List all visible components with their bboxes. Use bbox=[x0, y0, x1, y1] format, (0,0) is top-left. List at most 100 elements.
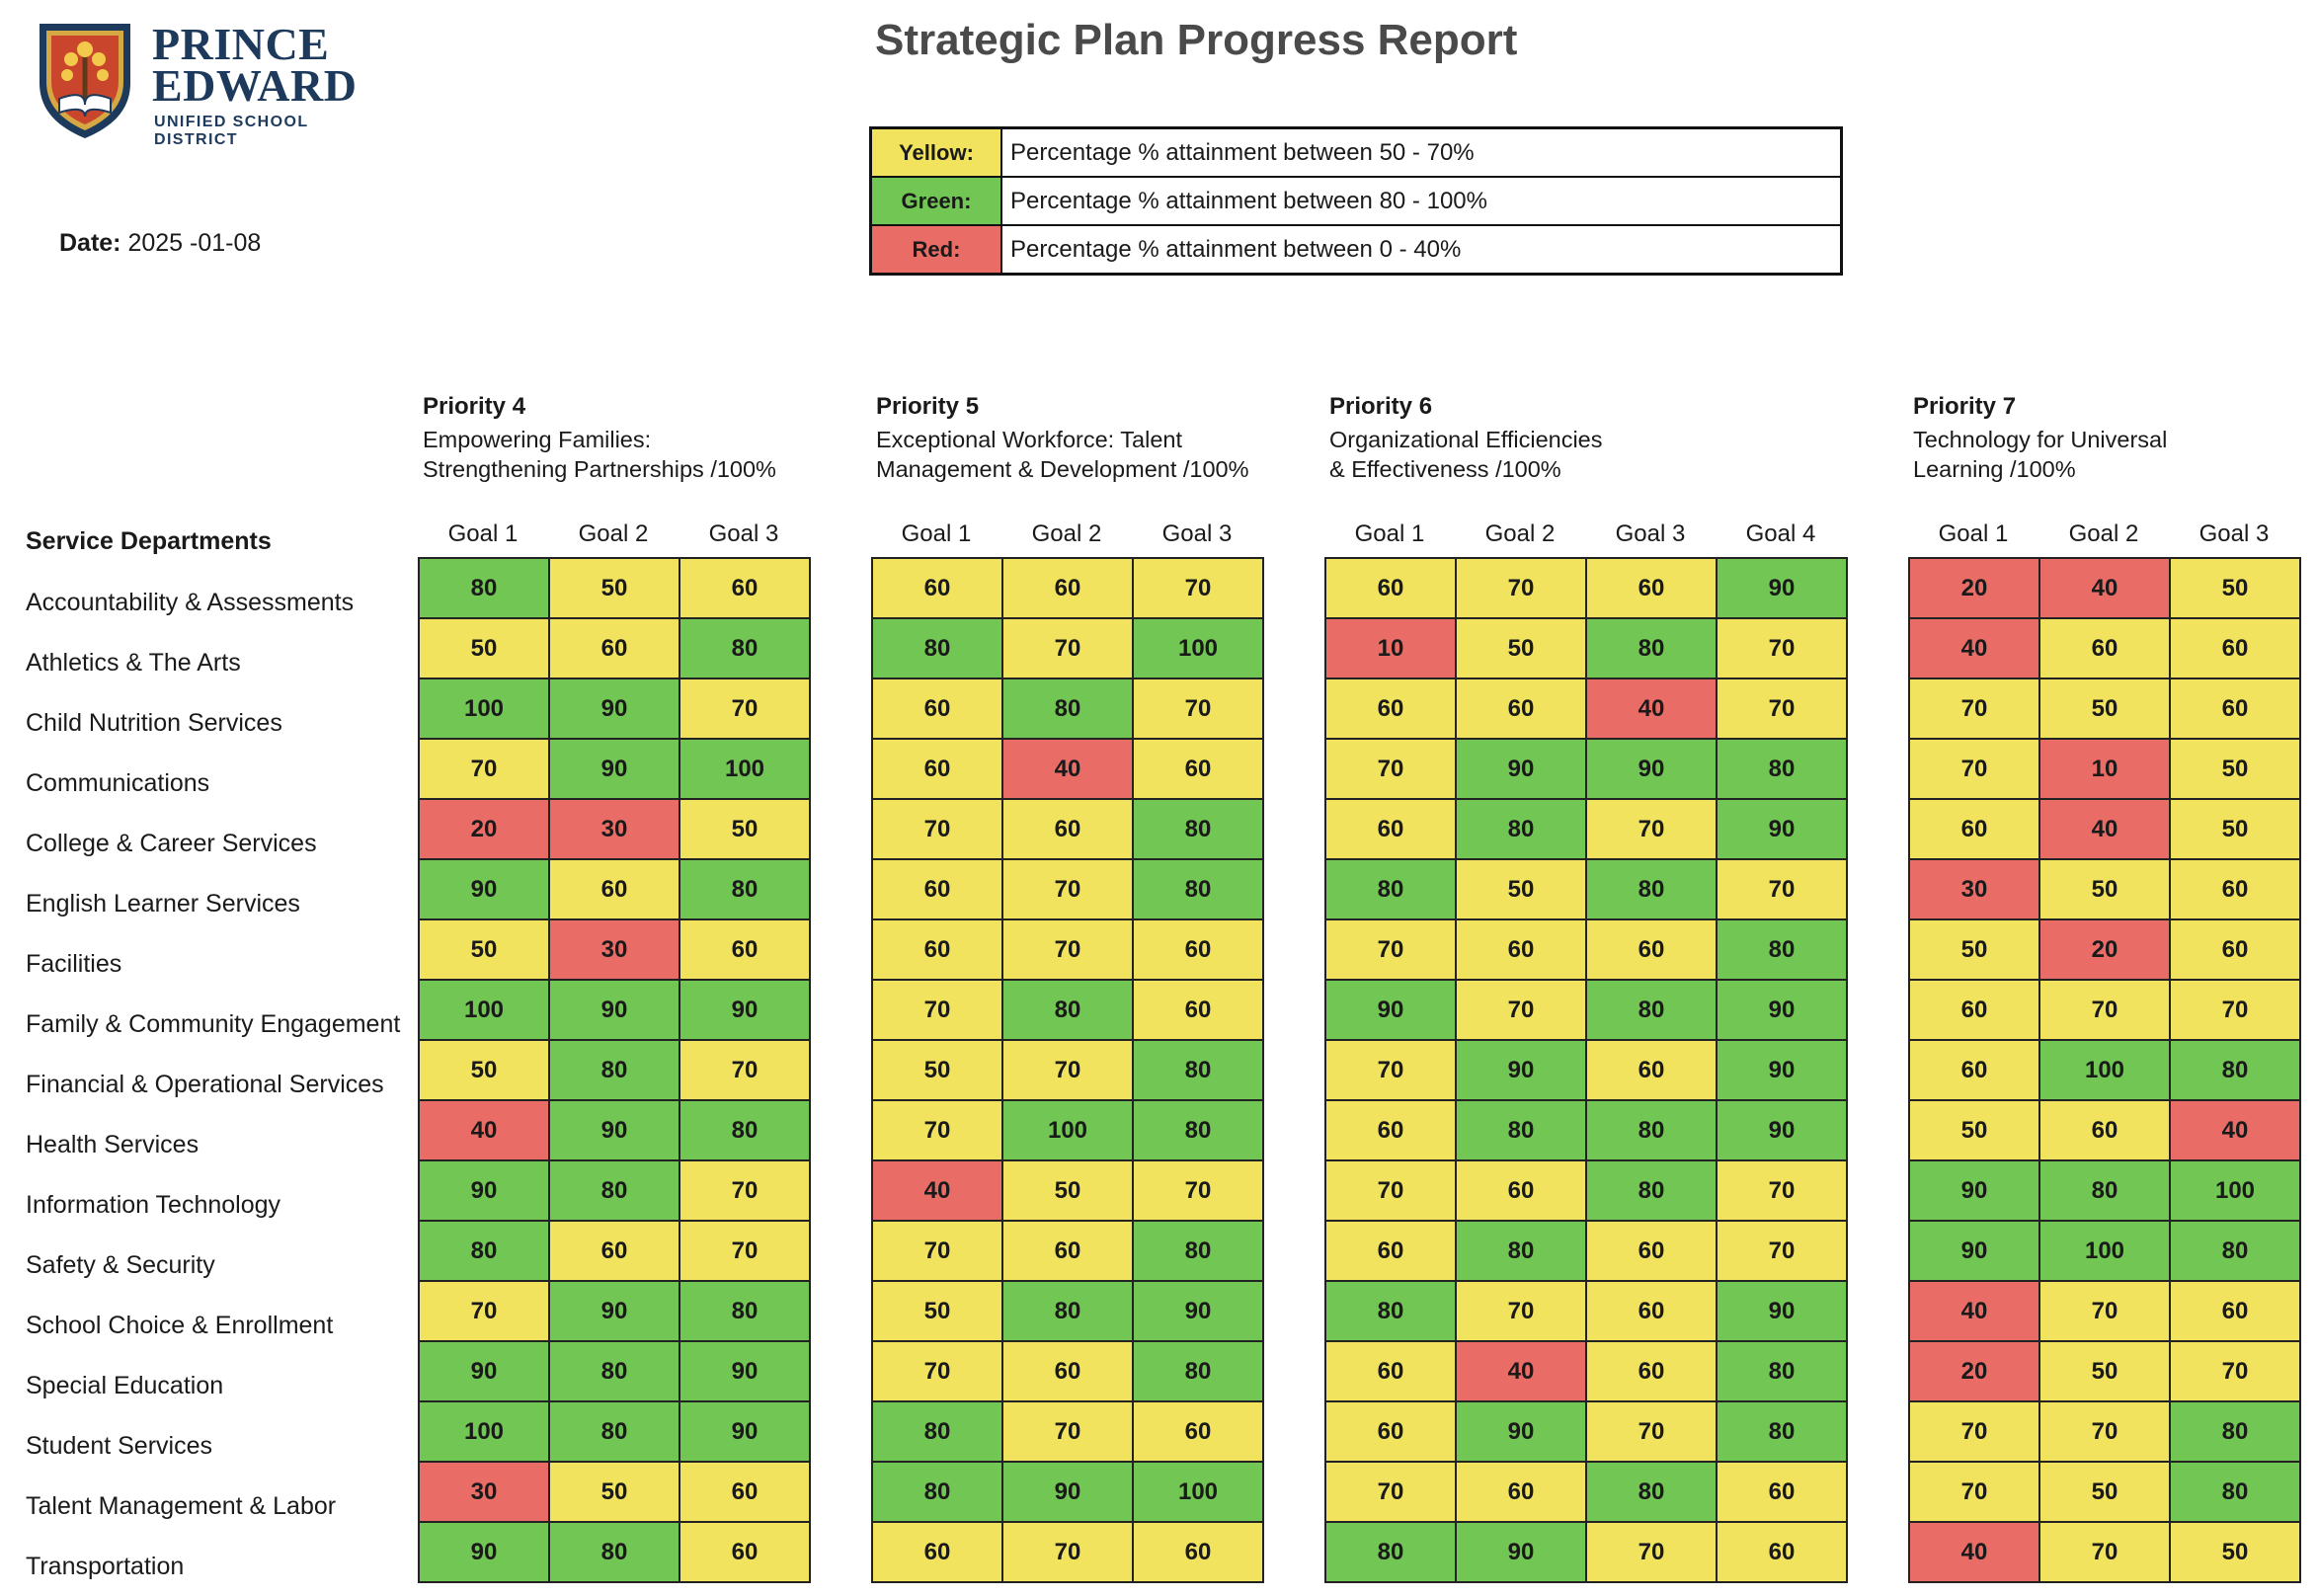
score-cell: 70 bbox=[1134, 1161, 1264, 1222]
score-cell: 50 bbox=[873, 1041, 1003, 1101]
score-cell: 70 bbox=[1003, 1402, 1134, 1463]
score-cell: 90 bbox=[420, 1523, 550, 1583]
score-cell: 70 bbox=[1718, 860, 1848, 920]
score-cell: 70 bbox=[2040, 1282, 2171, 1342]
department-label: School Choice & Enrollment bbox=[26, 1312, 334, 1339]
score-cell: 80 bbox=[1134, 1222, 1264, 1282]
score-cell: 80 bbox=[1718, 1402, 1848, 1463]
district-logo: PRINCE EDWARD UNIFIED SCHOOL DISTRICT bbox=[30, 18, 395, 148]
department-label: College & Career Services bbox=[26, 830, 317, 857]
score-cell: 50 bbox=[2040, 860, 2171, 920]
score-cell: 60 bbox=[2171, 860, 2301, 920]
score-cell: 70 bbox=[1326, 1463, 1457, 1523]
score-cell: 70 bbox=[1326, 920, 1457, 981]
score-cell: 100 bbox=[2040, 1222, 2171, 1282]
department-label: Athletics & The Arts bbox=[26, 649, 241, 677]
score-cell: 80 bbox=[1718, 1342, 1848, 1402]
score-cell: 100 bbox=[420, 981, 550, 1041]
priority-description-line: & Effectiveness /100% bbox=[1329, 456, 1561, 482]
score-cell: 90 bbox=[1457, 1041, 1587, 1101]
score-cell: 70 bbox=[1718, 1161, 1848, 1222]
score-cell: 100 bbox=[420, 1402, 550, 1463]
score-cell: 40 bbox=[420, 1101, 550, 1161]
score-cell: 70 bbox=[1134, 679, 1264, 740]
score-cell: 90 bbox=[420, 860, 550, 920]
goal-header: Goal 1 bbox=[1354, 520, 1425, 547]
score-cell: 50 bbox=[1457, 619, 1587, 679]
score-cell: 70 bbox=[680, 1161, 811, 1222]
department-label: Information Technology bbox=[26, 1191, 281, 1219]
score-cell: 40 bbox=[2040, 800, 2171, 860]
score-cell: 70 bbox=[680, 679, 811, 740]
score-cell: 80 bbox=[1587, 860, 1718, 920]
goal-header: Goal 3 bbox=[2198, 520, 2270, 547]
score-cell: 60 bbox=[1587, 1282, 1718, 1342]
score-cell: 100 bbox=[1134, 1463, 1264, 1523]
score-cell: 20 bbox=[1910, 1342, 2040, 1402]
score-cell: 90 bbox=[1326, 981, 1457, 1041]
score-cell: 60 bbox=[550, 1222, 680, 1282]
score-cell: 30 bbox=[550, 800, 680, 860]
score-cell: 60 bbox=[873, 1523, 1003, 1583]
report-date: Date: 2025 -01-08 bbox=[59, 229, 261, 258]
score-cell: 70 bbox=[1003, 1041, 1134, 1101]
legend-row-green: Green: Percentage % attainment between 8… bbox=[872, 178, 1840, 226]
score-cell: 50 bbox=[1457, 860, 1587, 920]
departments-header: Service Departments bbox=[26, 527, 272, 555]
score-cell: 70 bbox=[1134, 559, 1264, 619]
score-cell: 90 bbox=[1718, 1101, 1848, 1161]
legend-key-yellow: Yellow: bbox=[872, 129, 1002, 176]
score-cell: 100 bbox=[680, 740, 811, 800]
score-cell: 80 bbox=[1457, 800, 1587, 860]
score-cell: 80 bbox=[1326, 860, 1457, 920]
score-cell: 80 bbox=[2171, 1222, 2301, 1282]
score-cell: 50 bbox=[1910, 920, 2040, 981]
score-cell: 60 bbox=[1910, 981, 2040, 1041]
score-cell: 70 bbox=[1326, 740, 1457, 800]
score-cell: 60 bbox=[550, 619, 680, 679]
score-cell: 90 bbox=[1910, 1161, 2040, 1222]
score-cell: 70 bbox=[2040, 1402, 2171, 1463]
legend-row-yellow: Yellow: Percentage % attainment between … bbox=[872, 129, 1840, 178]
score-cell: 20 bbox=[2040, 920, 2171, 981]
score-cell: 70 bbox=[420, 1282, 550, 1342]
department-label: Accountability & Assessments bbox=[26, 589, 355, 616]
score-cell: 80 bbox=[680, 1282, 811, 1342]
score-cell: 70 bbox=[1587, 800, 1718, 860]
score-cell: 100 bbox=[420, 679, 550, 740]
score-cell: 70 bbox=[1326, 1161, 1457, 1222]
score-cell: 60 bbox=[1003, 1222, 1134, 1282]
score-cell: 60 bbox=[873, 679, 1003, 740]
score-cell: 80 bbox=[2171, 1402, 2301, 1463]
score-cell: 80 bbox=[1134, 1101, 1264, 1161]
score-cell: 40 bbox=[1457, 1342, 1587, 1402]
priority-title: Priority 4 bbox=[423, 393, 526, 420]
score-cell: 80 bbox=[1326, 1282, 1457, 1342]
score-cell: 60 bbox=[1587, 1041, 1718, 1101]
score-cell: 80 bbox=[1134, 1041, 1264, 1101]
score-cell: 80 bbox=[550, 1342, 680, 1402]
score-cell: 90 bbox=[680, 1342, 811, 1402]
score-cell: 90 bbox=[420, 1161, 550, 1222]
score-cell: 40 bbox=[1910, 1523, 2040, 1583]
score-cell: 70 bbox=[680, 1222, 811, 1282]
score-cell: 90 bbox=[1457, 1402, 1587, 1463]
score-cell: 50 bbox=[420, 920, 550, 981]
department-label: English Learner Services bbox=[26, 890, 300, 918]
priority-description-line: Management & Development /100% bbox=[876, 456, 1249, 482]
score-cell: 90 bbox=[680, 1402, 811, 1463]
score-cell: 20 bbox=[420, 800, 550, 860]
score-cell: 90 bbox=[1718, 559, 1848, 619]
score-cell: 70 bbox=[1457, 981, 1587, 1041]
priority-title: Priority 7 bbox=[1913, 393, 2017, 420]
department-label: Transportation bbox=[26, 1553, 185, 1580]
goal-header: Goal 4 bbox=[1745, 520, 1816, 547]
score-cell: 60 bbox=[873, 740, 1003, 800]
score-cell: 50 bbox=[2171, 740, 2301, 800]
shield-logo-icon bbox=[40, 24, 130, 138]
score-cell: 60 bbox=[680, 559, 811, 619]
score-cell: 60 bbox=[1587, 1222, 1718, 1282]
score-cell: 100 bbox=[1134, 619, 1264, 679]
score-cell: 60 bbox=[1587, 559, 1718, 619]
score-cell: 70 bbox=[873, 1101, 1003, 1161]
